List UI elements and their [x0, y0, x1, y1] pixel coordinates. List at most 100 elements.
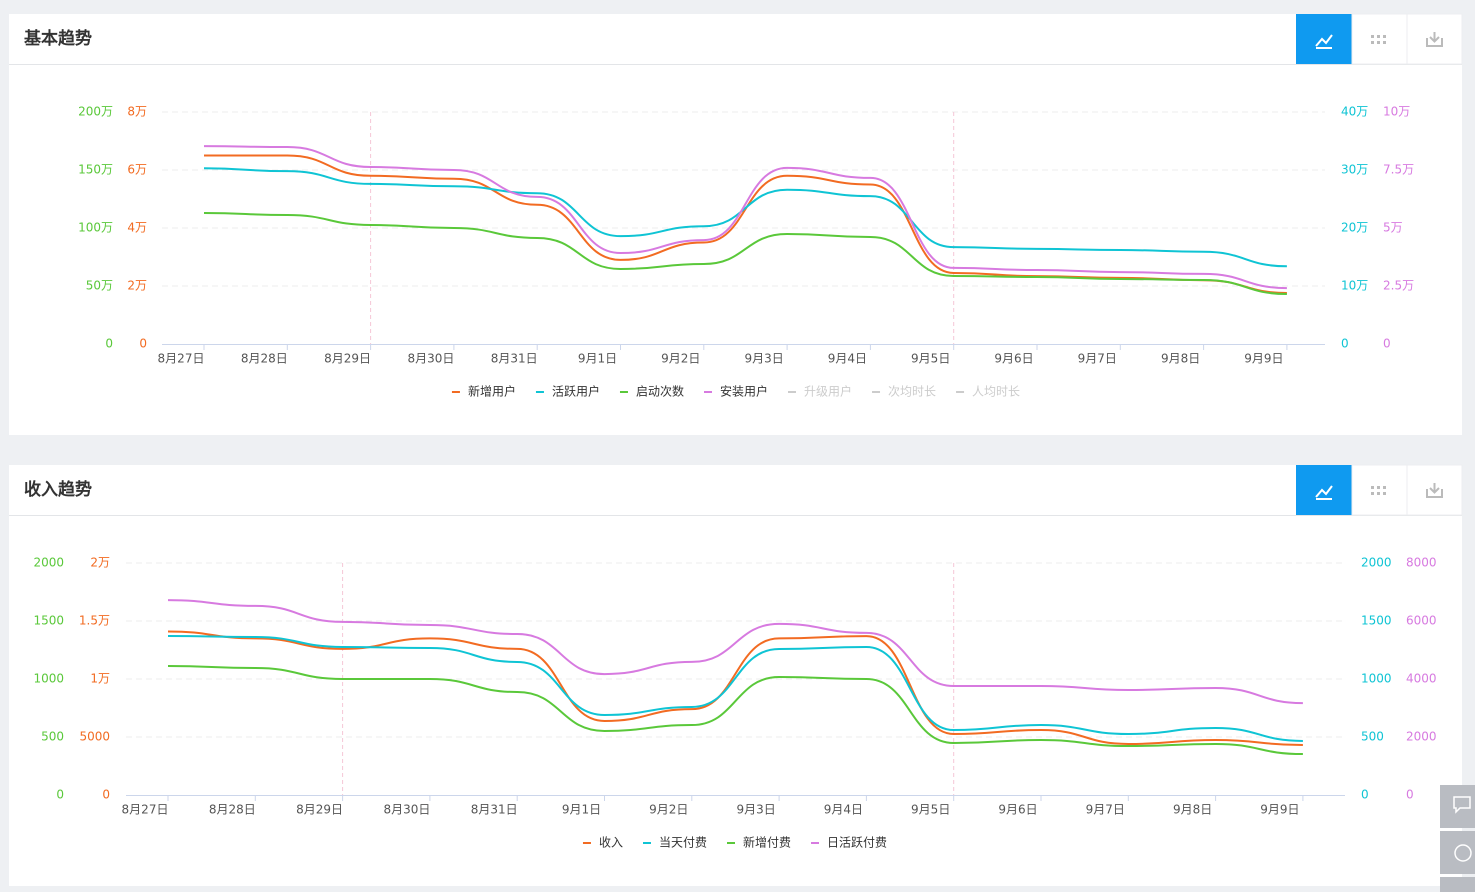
line-view-button[interactable] — [1296, 14, 1352, 64]
x-tick-label: 8月30日 — [407, 352, 454, 366]
y-tick-label: 2000 — [1406, 730, 1437, 744]
series-line — [203, 167, 1287, 268]
legend-label: 当天付费 — [659, 836, 707, 850]
legend-item[interactable]: 启动次数 — [619, 384, 684, 399]
series-line — [204, 154, 1287, 294]
series-line — [203, 145, 1287, 290]
legend-item[interactable]: 收入 — [582, 836, 623, 850]
x-tick-label: 9月8日 — [1173, 803, 1212, 817]
legend-item[interactable]: 新增付费 — [727, 835, 791, 850]
x-tick-label: 8月30日 — [383, 803, 430, 817]
x-tick-label: 9月2日 — [649, 803, 688, 817]
y-tick-label: 0 — [1361, 788, 1369, 802]
legend-label: 启动次数 — [636, 384, 684, 399]
legend-label: 次均时长 — [888, 385, 936, 399]
legend-label: 人均时长 — [972, 385, 1020, 399]
y-tick-label: 8000 — [1406, 556, 1437, 570]
y-tick-label: 40万 — [1341, 105, 1368, 119]
x-tick-label: 9月1日 — [562, 803, 601, 817]
y-tick-label: 20万 — [1341, 221, 1368, 235]
legend-label: 收入 — [599, 836, 623, 850]
y-tick-label: 4000 — [1406, 672, 1437, 686]
legend-item[interactable]: 次均时长 — [872, 385, 936, 399]
y-tick-label: 2.5万 — [1383, 279, 1414, 293]
table-view-button[interactable] — [1351, 13, 1408, 65]
panel-title: 收入趋势 — [24, 479, 92, 500]
y-tick-label: 150万 — [78, 163, 113, 177]
table-view-button[interactable] — [1351, 464, 1408, 516]
feedback-button[interactable] — [1440, 785, 1475, 828]
x-tick-label: 8月31日 — [491, 352, 538, 366]
y-tick-label: 0 — [102, 788, 110, 802]
legend-item[interactable]: 新增用户 — [451, 384, 516, 399]
line-icon — [1315, 485, 1333, 500]
y-tick-label: 500 — [41, 730, 64, 744]
series-line — [167, 665, 1303, 756]
x-tick-label: 9月9日 — [1244, 352, 1283, 366]
legend-label: 安装用户 — [720, 384, 768, 399]
x-tick-label: 8月27日 — [122, 803, 169, 817]
y-tick-label: 2000 — [1361, 556, 1392, 570]
y-tick-label: 5000 — [79, 730, 110, 744]
y-tick-label: 6000 — [1406, 614, 1437, 628]
series-line — [167, 634, 1303, 742]
download-icon — [1426, 483, 1443, 498]
x-tick-label: 9月5日 — [911, 803, 950, 817]
legend: 收入 当天付费 新增付费 日活跃付费 — [582, 835, 887, 850]
legend-label: 活跃用户 — [552, 384, 600, 399]
legend-label: 升级用户 — [804, 384, 852, 399]
grid-icon — [1371, 486, 1386, 495]
y-tick-label: 10万 — [1341, 279, 1368, 293]
line-view-button[interactable] — [1296, 465, 1352, 515]
x-tick-label: 8月27日 — [158, 352, 205, 366]
legend: 新增用户 活跃用户 启动次数 安装用户 升级用户 次均时长 人均时长 — [451, 384, 1020, 399]
legend-item[interactable]: 人均时长 — [956, 385, 1020, 399]
x-tick-label: 8月29日 — [324, 352, 371, 366]
x-tick-label: 9月4日 — [828, 352, 867, 366]
x-tick-label: 9月4日 — [824, 803, 863, 817]
y-tick-label: 2万 — [127, 279, 147, 293]
y-tick-label: 10万 — [1383, 105, 1410, 119]
y-tick-label: 1500 — [1361, 614, 1392, 628]
x-tick-label: 9月2日 — [661, 352, 700, 366]
legend-label: 新增用户 — [468, 384, 516, 399]
x-tick-label: 9月1日 — [578, 352, 617, 366]
x-tick-label: 9月8日 — [1161, 352, 1200, 366]
x-tick-label: 9月3日 — [736, 803, 775, 817]
x-tick-label: 8月28日 — [241, 352, 288, 366]
y-tick-label: 2万 — [90, 556, 110, 570]
legend-label: 新增付费 — [743, 835, 791, 850]
help-button[interactable] — [1440, 831, 1475, 874]
x-tick-label: 8月29日 — [296, 803, 343, 817]
legend-item[interactable]: 当天付费 — [642, 836, 707, 850]
y-tick-label: 7.5万 — [1383, 163, 1414, 177]
legend-item[interactable]: 升级用户 — [788, 384, 852, 399]
y-tick-label: 200万 — [78, 105, 113, 119]
line-icon — [1315, 34, 1333, 49]
grid-icon — [1371, 35, 1386, 44]
y-tick-label: 6万 — [127, 163, 147, 177]
legend-label: 日活跃付费 — [827, 836, 887, 850]
y-tick-label: 0 — [56, 788, 64, 802]
y-tick-label: 1000 — [1361, 672, 1392, 686]
y-tick-label: 8万 — [127, 105, 147, 119]
panel-title: 基本趋势 — [23, 28, 92, 49]
y-tick-label: 1500 — [33, 614, 64, 628]
x-tick-label: 9月3日 — [744, 352, 783, 366]
y-tick-label: 4万 — [127, 221, 147, 235]
legend-item[interactable]: 安装用户 — [703, 384, 768, 399]
y-tick-label: 1.5万 — [79, 614, 110, 628]
x-tick-label: 9月6日 — [994, 352, 1033, 366]
y-tick-label: 1万 — [90, 672, 110, 686]
y-tick-label: 500 — [1361, 730, 1384, 744]
series-line — [203, 212, 1287, 296]
y-tick-label: 0 — [1341, 337, 1349, 351]
y-tick-label: 50万 — [86, 279, 113, 293]
x-tick-label: 8月28日 — [209, 803, 256, 817]
legend-item[interactable]: 活跃用户 — [535, 384, 600, 399]
x-tick-label: 8月31日 — [471, 803, 518, 817]
more-button[interactable] — [1440, 877, 1475, 892]
x-tick-label: 9月9日 — [1260, 803, 1299, 817]
legend-item[interactable]: 日活跃付费 — [811, 836, 887, 850]
y-tick-label: 0 — [105, 337, 113, 351]
